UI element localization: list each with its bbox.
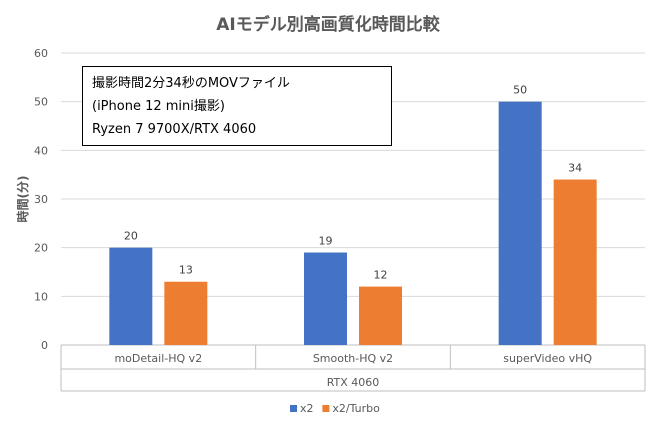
bar-x2	[498, 101, 542, 346]
y-tick-label: 20	[34, 242, 48, 255]
bar-x2-turbo	[164, 281, 208, 345]
x-tick-label: moDetail-HQ v2	[114, 352, 202, 365]
x-axis-group-label: RTX 4060	[327, 376, 380, 389]
annotation-box: 撮影時間2分34秒のMOVファイル (iPhone 12 mini撮影) Ryz…	[82, 66, 392, 146]
y-tick-label: 60	[34, 47, 48, 60]
data-label: 13	[179, 264, 193, 277]
bars	[109, 101, 597, 346]
x-tick-label: Smooth-HQ v2	[313, 352, 393, 365]
data-labels: 20 13 19 12 50 34	[124, 84, 582, 282]
data-label: 50	[513, 84, 527, 97]
bar-x2-turbo	[553, 179, 597, 345]
axes: 0 10 20 30 40 50 60 moDetail-HQ v2 Smooth-HQ v2 s…	[34, 47, 646, 392]
legend-label: x2	[300, 402, 314, 415]
y-tick-label: 50	[34, 96, 48, 109]
y-axis-label: 時間(分)	[15, 176, 30, 223]
annotation-line-3: Ryzen 7 9700X/RTX 4060	[92, 122, 257, 137]
chart-title: AIモデル別高画質化時間比較	[216, 14, 440, 35]
legend-swatch	[322, 405, 330, 412]
legend: x2 x2/Turbo	[290, 402, 380, 415]
data-label: 19	[319, 235, 333, 248]
y-tick-label: 0	[41, 339, 48, 352]
bar-x2-turbo	[359, 286, 402, 345]
y-tick-label: 30	[34, 193, 48, 206]
bar-x2	[304, 252, 347, 345]
y-tick-label: 10	[34, 290, 48, 303]
data-label: 20	[124, 230, 138, 243]
annotation-line-2: (iPhone 12 mini撮影)	[92, 99, 225, 114]
data-label: 12	[374, 269, 388, 282]
legend-label: x2/Turbo	[332, 402, 380, 415]
bar-x2	[109, 247, 153, 345]
y-tick-label: 40	[34, 144, 48, 157]
annotation-line-1: 撮影時間2分34秒のMOVファイル	[92, 76, 290, 91]
data-label: 34	[568, 162, 582, 175]
x-tick-label: superVideo vHQ	[503, 352, 592, 365]
legend-swatch	[290, 405, 297, 412]
